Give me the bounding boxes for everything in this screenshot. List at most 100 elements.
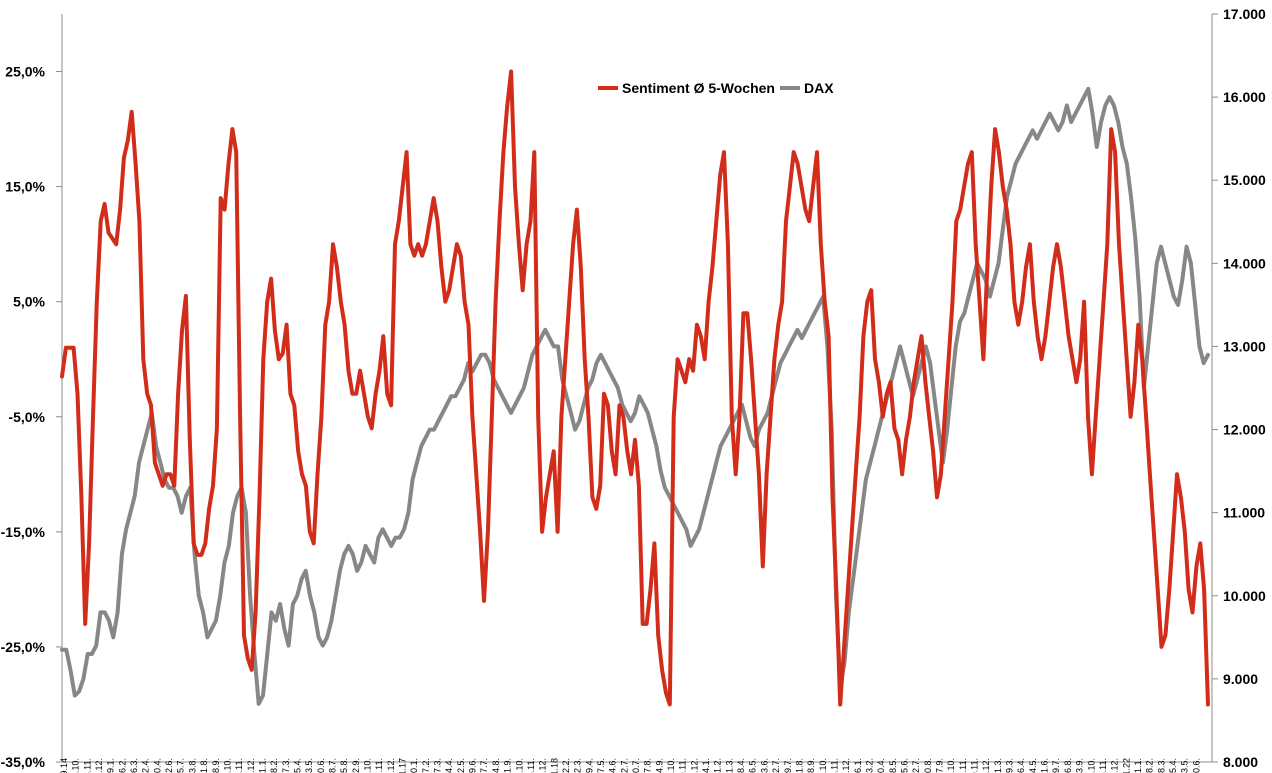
x-tick-label: 5.10. [946,758,956,773]
x-tick-label: 6.2. [117,758,127,773]
x-tick-label: 24.5. [1028,758,1038,773]
x-tick-label: 4.6. [608,758,618,773]
x-tick-label: 24.4. [444,758,454,773]
x-tick-label: 31.8. [794,758,804,773]
x-tick-label: 28.3. [1156,758,1166,773]
x-tick-label: 29.3. [1005,758,1015,773]
x-tick-label: 23.5. [304,758,314,773]
x-tick-label: 2.7. [619,758,629,773]
x-tick-label: 31.1. [1133,758,1143,773]
x-tick-label: 15.6. [900,758,910,773]
x-tick-label: 22.10. [666,758,676,773]
x-tick-label: 22.12. [841,758,851,773]
legend-label-dax: DAX [804,80,834,96]
x-tick-label: 11.2. [713,758,723,773]
x-tick-label: 20.6. [316,758,326,773]
x-tick-label: 6.3. [129,758,139,773]
x-tick-label: 6.11. [526,758,536,773]
x-tick-label: 24.11. [829,758,839,773]
left-tick-label: -35,0% [1,754,46,770]
x-tick-label: 2.4. [141,758,151,773]
right-tick-label: 17.000 [1223,6,1266,22]
right-tick-label: 8.000 [1223,754,1258,770]
right-tick-label: 14.000 [1223,255,1266,271]
x-tick-label: 19.11. [678,758,688,773]
right-tick-label: 15.000 [1223,172,1266,188]
x-tick-label: 19.7. [1051,758,1061,773]
x-tick-label: 21.12. [246,758,256,773]
x-tick-label: 26.4. [1016,758,1026,773]
x-tick-label: 22.5. [456,758,466,773]
dax-series-line [60,86,1210,706]
x-tick-label: 23.2. [865,758,875,773]
x-tick-label: 17.7. [479,758,489,773]
right-tick-label: 10.000 [1223,588,1266,604]
sentiment-series-line [60,69,1210,707]
x-tick-label: 12.6. [164,758,174,773]
x-tick-label: 28.2. [269,758,279,773]
right-tick-label: 12.000 [1223,422,1266,438]
x-tick-label: 20.6. [1191,758,1201,773]
series-layer [60,69,1210,707]
x-tick-label: 6.5. [748,758,758,773]
right-tick-label: 13.000 [1223,338,1266,354]
x-tick-label: 27.2. [421,758,431,773]
x-tick-label: 4.12. [538,758,548,773]
right-tick-label: 9.000 [1223,671,1258,687]
x-tick-label: 24.9. [654,758,664,773]
x-tick-label: 19.09.14 [59,758,69,773]
legend: Sentiment Ø 5-Wochen DAX [598,80,834,96]
x-tick-label: 12.7. [911,758,921,773]
x-tick-label: 12.12. [94,758,104,773]
x-tick-label: 9.4. [584,758,594,773]
x-tick-label: 11.3. [724,758,734,773]
x-tick-label: 25.4. [293,758,303,773]
x-tick-label: 7.9. [935,758,945,773]
x-tick-label: 5.12. [386,758,396,773]
x-tick-label: 14.1. [701,758,711,773]
left-tick-label: -25,0% [1,639,46,655]
x-tick-label: 03.01.22 [1121,758,1131,773]
x-tick-label: 27.3. [281,758,291,773]
x-tick-label: 23.5. [1180,758,1190,773]
x-tick-label: 8.4. [736,758,746,773]
x-tick-label: 30.7. [631,758,641,773]
left-y-axis: 25,0% 15,0% 5,0% -5,0% -15,0% -25,0% -35,0% [1,14,63,770]
x-tick-label: 25.4. [1168,758,1178,773]
x-tick-label: 12.3. [573,758,583,773]
left-tick-label: 5,0% [13,294,45,310]
x-tick-label: 28.2. [1145,758,1155,773]
right-tick-label: 11.000 [1223,505,1265,521]
x-tick-label: 18.7. [328,758,338,773]
x-tick-label: 7.5. [596,758,606,773]
x-tick-label: 7.11. [374,758,384,773]
x-tick-label: 15.01.18 [549,758,559,773]
x-tick-label: 31.8. [199,758,209,773]
x-tick-label: 9.10. [514,758,524,773]
x-tick-label: 1.3. [993,758,1003,773]
x-tick-label: 17.12. [689,758,699,773]
x-tick-label: 14.8. [491,758,501,773]
x-tick-label: 30.1. [409,758,419,773]
x-tick-label: 19.6. [468,758,478,773]
x-tick-label: 3.6. [759,758,769,773]
x-tick-label: 26.10. [222,758,232,773]
x-tick-label: 2.7. [771,758,781,773]
x-tick-label: 10.10. [363,758,373,773]
x-tick-label: 3.8. [187,758,197,773]
left-tick-label: -15,0% [1,524,46,540]
x-tick-label: 11.10. [1086,758,1096,773]
x-tick-label: 5.7. [176,758,186,773]
x-tick-label: 15.8. [339,758,349,773]
x-tick-label: 14.11. [82,758,92,773]
x-tick-label: 17.10. [71,758,81,773]
x-tick-label: 18.5. [888,758,898,773]
x-tick-label: 28.9. [806,758,816,773]
x-tick-label: 30.11. [970,758,980,773]
legend-label-sentiment: Sentiment Ø 5-Wochen [622,80,775,96]
x-tick-label: 16.8. [1063,758,1073,773]
x-tick-label: 12.2. [561,758,571,773]
x-tick-label: 26.1. [853,758,863,773]
x-tick-label: 30.12. [981,758,991,773]
